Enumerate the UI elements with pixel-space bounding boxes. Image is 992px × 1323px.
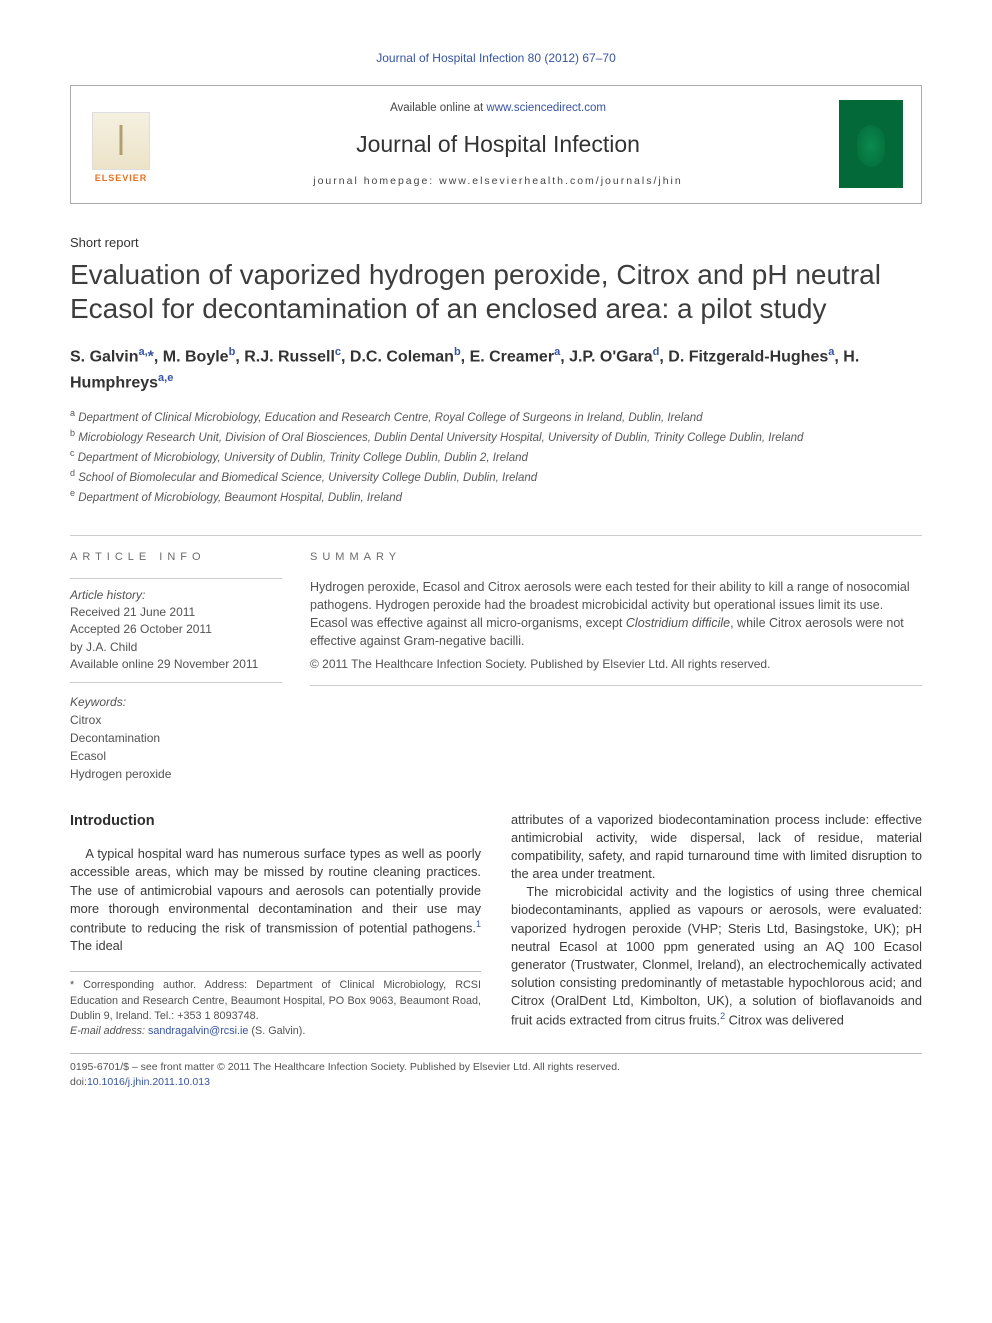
caduceus-icon — [857, 125, 885, 167]
journal-homepage: journal homepage: www.elsevierhealth.com… — [173, 174, 823, 189]
accepted-date: Accepted 26 October 2011 — [70, 622, 212, 636]
journal-cover-thumb — [839, 100, 903, 188]
body-left-column: Introduction A typical hospital ward has… — [70, 811, 481, 1039]
summary-text: Hydrogen peroxide, Ecasol and Citrox aer… — [310, 578, 922, 651]
summary-label: SUMMARY — [310, 550, 922, 565]
doi-prefix: doi: — [70, 1076, 87, 1088]
editor-line: by J.A. Child — [70, 640, 137, 654]
received-date: Received 21 June 2011 — [70, 605, 195, 619]
available-online-line: Available online at www.sciencedirect.co… — [173, 100, 823, 116]
authors-list: S. Galvina,*, M. Boyleb, R.J. Russellc, … — [70, 344, 922, 395]
article-title: Evaluation of vaporized hydrogen peroxid… — [70, 258, 922, 326]
header-center: Available online at www.sciencedirect.co… — [173, 100, 823, 189]
summary-copyright: © 2011 The Healthcare Infection Society.… — [310, 656, 922, 673]
email-label: E-mail address: — [70, 1025, 148, 1037]
journal-name: Journal of Hospital Infection — [173, 128, 823, 160]
bottom-footer: 0195-6701/$ – see front matter © 2011 Th… — [70, 1053, 922, 1090]
article-info-label: ARTICLE INFO — [70, 550, 282, 565]
info-summary-row: ARTICLE INFO Article history: Received 2… — [70, 550, 922, 782]
email-suffix: (S. Galvin). — [248, 1025, 305, 1037]
elsevier-tree-icon — [92, 112, 150, 170]
article-history-box: Article history: Received 21 June 2011 A… — [70, 578, 282, 683]
body-para-1: A typical hospital ward has numerous sur… — [70, 845, 481, 955]
intro-heading: Introduction — [70, 811, 481, 832]
summary-column: SUMMARY Hydrogen peroxide, Ecasol and Ci… — [310, 550, 922, 782]
body-para-3: The microbicidal activity and the logist… — [511, 883, 922, 1030]
body-right-column: attributes of a vaporized biodecontamina… — [511, 811, 922, 1039]
elsevier-logo: ELSEVIER — [85, 104, 157, 184]
citation-line: Journal of Hospital Infection 80 (2012) … — [70, 50, 922, 67]
divider — [310, 685, 922, 686]
keywords-block: Keywords:CitroxDecontaminationEcasolHydr… — [70, 693, 282, 783]
doi-line: doi:10.1016/j.jhin.2011.10.013 — [70, 1075, 922, 1090]
affiliations-list: a Department of Clinical Microbiology, E… — [70, 407, 922, 507]
journal-header-box: ELSEVIER Available online at www.science… — [70, 85, 922, 204]
article-type: Short report — [70, 234, 922, 252]
sciencedirect-link[interactable]: www.sciencedirect.com — [486, 102, 606, 114]
body-columns: Introduction A typical hospital ward has… — [70, 811, 922, 1039]
corresponding-author: * Corresponding author. Address: Departm… — [70, 978, 481, 1023]
online-date: Available online 29 November 2011 — [70, 657, 258, 671]
article-info-column: ARTICLE INFO Article history: Received 2… — [70, 550, 282, 782]
elsevier-label: ELSEVIER — [95, 172, 148, 185]
doi-link[interactable]: 10.1016/j.jhin.2011.10.013 — [87, 1076, 210, 1088]
email-link[interactable]: sandragalvin@rcsi.ie — [148, 1025, 248, 1037]
front-matter-line: 0195-6701/$ – see front matter © 2011 Th… — [70, 1060, 922, 1075]
email-line: E-mail address: sandragalvin@rcsi.ie (S.… — [70, 1024, 481, 1039]
body-para-2: attributes of a vaporized biodecontamina… — [511, 811, 922, 884]
available-prefix: Available online at — [390, 102, 486, 114]
divider — [70, 535, 922, 536]
footnote-box: * Corresponding author. Address: Departm… — [70, 971, 481, 1038]
history-label: Article history: — [70, 588, 145, 602]
